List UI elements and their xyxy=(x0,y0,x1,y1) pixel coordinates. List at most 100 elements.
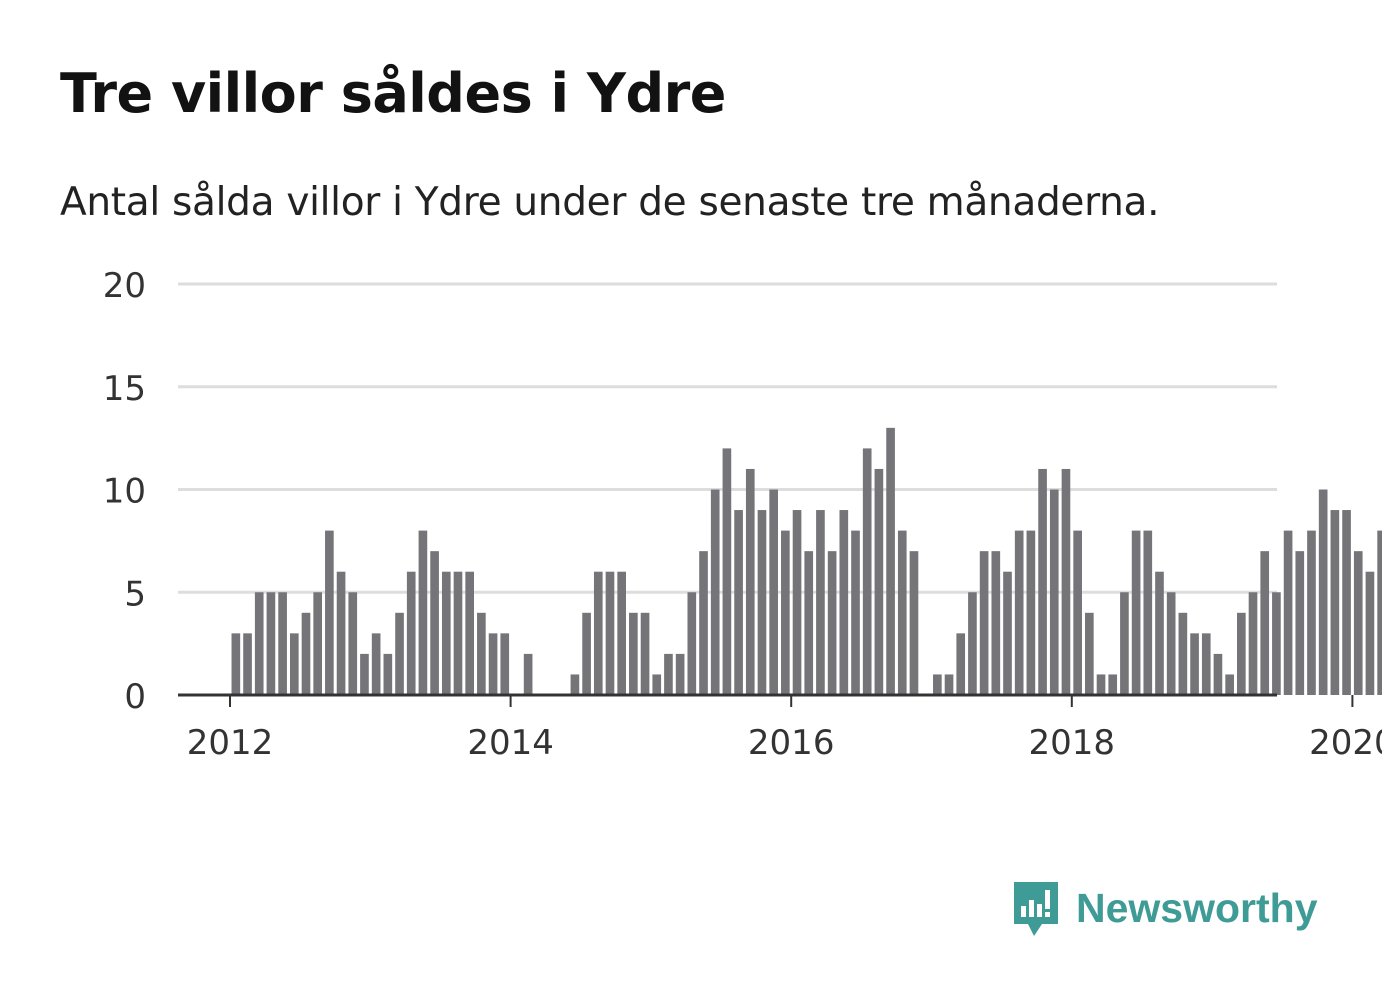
y-tick-label: 15 xyxy=(103,369,146,409)
bar xyxy=(827,551,837,695)
bar xyxy=(1318,489,1328,695)
bar xyxy=(745,468,755,695)
bar xyxy=(851,530,860,695)
y-tick-label: 20 xyxy=(103,266,146,306)
chart-title: Tre villor såldes i Ydre xyxy=(60,62,726,125)
bar xyxy=(1201,633,1211,695)
bar xyxy=(804,551,814,695)
bar xyxy=(1213,653,1223,695)
bar xyxy=(1073,530,1082,695)
chart-subtitle: Antal sålda villor i Ydre under de senas… xyxy=(60,180,1160,225)
bar xyxy=(1003,571,1012,695)
bar xyxy=(523,653,533,695)
bar xyxy=(757,510,767,695)
bar xyxy=(699,551,708,695)
bar xyxy=(652,674,662,695)
bar xyxy=(640,612,650,695)
bar xyxy=(629,612,638,695)
bar xyxy=(1190,633,1199,695)
bar xyxy=(979,551,989,695)
bar xyxy=(1155,571,1164,695)
bar xyxy=(1178,612,1188,695)
bar xyxy=(325,530,334,695)
bar xyxy=(278,592,287,695)
bar xyxy=(395,612,404,695)
bar xyxy=(1237,612,1246,695)
bar xyxy=(816,510,825,695)
bar xyxy=(1272,592,1281,695)
bar xyxy=(477,612,486,695)
bar xyxy=(313,592,323,695)
bar xyxy=(839,510,849,695)
bar xyxy=(874,468,884,695)
bar xyxy=(1365,571,1375,695)
x-tick-label: 2012 xyxy=(187,723,274,763)
bar xyxy=(430,551,439,695)
bar xyxy=(956,633,966,695)
bar xyxy=(1131,530,1141,695)
bar xyxy=(769,489,778,695)
bar xyxy=(886,427,895,695)
bar xyxy=(289,633,299,695)
bar xyxy=(1307,530,1316,695)
bar xyxy=(500,633,510,695)
bar xyxy=(336,571,346,695)
bar xyxy=(383,653,393,695)
bar xyxy=(664,653,673,695)
bar xyxy=(781,530,790,695)
x-tick-label: 2018 xyxy=(1029,723,1116,763)
bar xyxy=(897,530,907,695)
bar xyxy=(968,592,977,695)
bar xyxy=(617,571,626,695)
bar xyxy=(944,674,954,695)
bar xyxy=(1295,551,1305,695)
bar xyxy=(243,633,252,695)
bar xyxy=(1085,612,1094,695)
y-tick-label: 5 xyxy=(124,574,146,614)
bar xyxy=(710,489,720,695)
bar xyxy=(254,592,264,695)
bar xyxy=(453,571,463,695)
bar xyxy=(1143,530,1153,695)
bar xyxy=(675,653,685,695)
bar xyxy=(1342,510,1351,695)
y-tick-label: 0 xyxy=(124,677,146,717)
bar xyxy=(418,530,428,695)
bar xyxy=(1330,510,1340,695)
bar xyxy=(1120,592,1129,695)
bar xyxy=(465,571,474,695)
bar xyxy=(1166,592,1176,695)
bar xyxy=(488,633,498,695)
bar xyxy=(441,571,451,695)
bar xyxy=(991,551,1001,695)
bar xyxy=(862,448,872,695)
bar xyxy=(582,612,591,695)
bar xyxy=(1377,530,1382,695)
newsworthy-logo: Newsworthy xyxy=(1010,878,1318,938)
bar xyxy=(348,592,358,695)
bar xyxy=(1248,592,1258,695)
bar xyxy=(1225,674,1234,695)
bar xyxy=(1108,674,1118,695)
bar xyxy=(734,510,743,695)
bar xyxy=(792,510,802,695)
newsworthy-logo-icon xyxy=(1014,882,1058,936)
bar xyxy=(722,448,732,695)
bar xyxy=(1353,551,1363,695)
bar xyxy=(593,571,603,695)
bar xyxy=(687,592,697,695)
bar xyxy=(301,612,311,695)
bar xyxy=(266,592,276,695)
bar xyxy=(1038,468,1047,695)
bar xyxy=(1049,489,1059,695)
brand-name: Newsworthy xyxy=(1076,884,1318,931)
bar xyxy=(570,674,580,695)
bar xyxy=(1283,530,1293,695)
bar xyxy=(933,674,942,695)
bar xyxy=(406,571,416,695)
bar xyxy=(1061,468,1071,695)
bar xyxy=(1014,530,1024,695)
bar xyxy=(1096,674,1106,695)
